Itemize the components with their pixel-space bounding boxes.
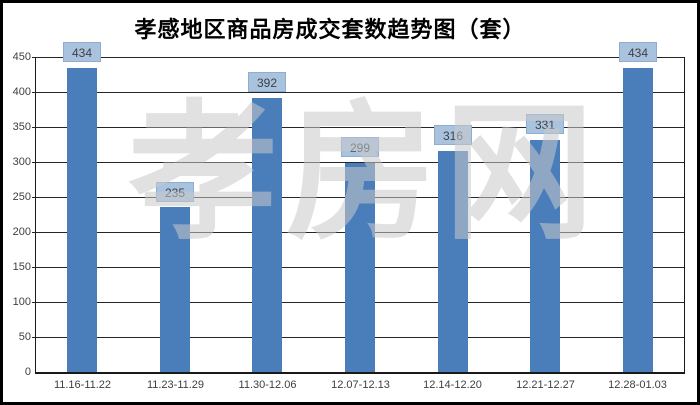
y-axis-label: 450 xyxy=(12,51,31,63)
bar-value-label: 434 xyxy=(619,42,657,62)
bar-value-label: 331 xyxy=(526,114,564,134)
y-axis-label: 200 xyxy=(12,226,31,238)
y-axis-label: 100 xyxy=(12,296,31,308)
x-axis-label: 12.14-12.20 xyxy=(423,379,482,391)
chart-title: 孝感地区商品房成交套数趋势图（套） xyxy=(134,17,526,42)
bar-value-label: 316 xyxy=(434,125,472,145)
x-axis-label: 12.07-12.13 xyxy=(331,379,390,391)
bar-value-label: 299 xyxy=(341,137,379,157)
y-axis-label: 350 xyxy=(12,121,31,133)
gridline xyxy=(32,127,684,128)
x-axis-label: 12.28-01.03 xyxy=(608,379,667,391)
y-axis-label: 50 xyxy=(18,331,31,343)
bar-value-label: 235 xyxy=(156,182,194,202)
x-axis-label: 11.16-11.22 xyxy=(53,379,112,391)
y-axis-label: 150 xyxy=(12,261,31,273)
bar xyxy=(623,68,653,372)
bar xyxy=(67,68,97,372)
y-axis-label: 400 xyxy=(12,86,31,98)
bar xyxy=(438,151,468,372)
bar xyxy=(160,207,190,372)
y-axis-label: 0 xyxy=(24,366,31,378)
y-axis-label: 300 xyxy=(12,156,31,168)
bar-value-label: 434 xyxy=(63,42,101,62)
x-axis-label: 11.30-12.06 xyxy=(238,379,297,391)
gridline xyxy=(32,57,684,58)
gridline xyxy=(32,162,684,163)
bar xyxy=(345,163,375,372)
x-axis-label: 11.23-11.29 xyxy=(146,379,205,391)
gridline xyxy=(32,92,684,93)
y-axis-label: 250 xyxy=(12,191,31,203)
plot-area: 434 11.16-11.22 235 11.23-11.29 392 11.30-12.… xyxy=(32,42,685,391)
x-axis-label: 12.21-12.27 xyxy=(516,379,575,391)
bar xyxy=(252,98,282,372)
bar xyxy=(530,140,560,372)
bar-value-label: 392 xyxy=(248,72,286,92)
